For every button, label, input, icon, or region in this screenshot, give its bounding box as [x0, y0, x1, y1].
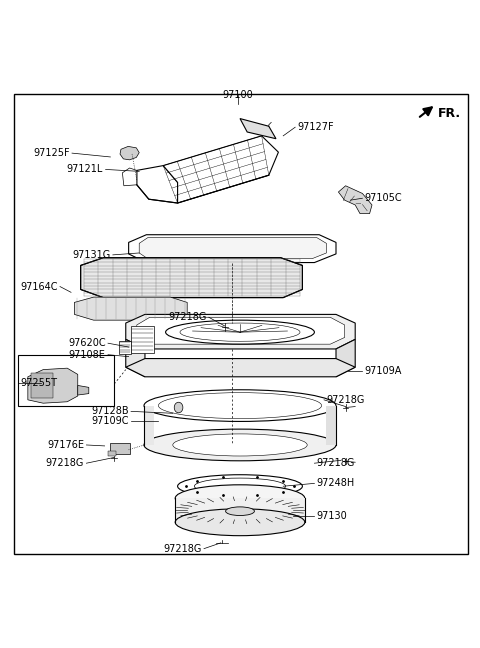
Ellipse shape [144, 389, 336, 421]
Text: 97620C: 97620C [68, 338, 106, 348]
Text: 97131G: 97131G [72, 250, 110, 260]
Ellipse shape [194, 478, 286, 494]
Polygon shape [74, 297, 187, 320]
Polygon shape [163, 136, 278, 203]
Bar [18, 355, 114, 406]
Ellipse shape [173, 434, 307, 456]
Polygon shape [120, 146, 139, 160]
Bar [175, 498, 305, 522]
Bar [110, 443, 130, 454]
Text: 97218G: 97218G [326, 395, 365, 405]
Text: 97127F: 97127F [298, 122, 334, 132]
Text: 97176E: 97176E [47, 440, 84, 450]
Text: 97218G: 97218G [163, 544, 202, 553]
Ellipse shape [226, 507, 254, 516]
Ellipse shape [175, 509, 305, 536]
Text: 97108E: 97108E [69, 350, 106, 360]
Polygon shape [137, 166, 178, 203]
Text: FR.: FR. [438, 108, 461, 121]
Bar [31, 373, 53, 399]
Text: 97218G: 97218G [317, 458, 355, 469]
Polygon shape [137, 318, 345, 344]
Text: 97164C: 97164C [20, 282, 58, 292]
Polygon shape [28, 368, 78, 403]
Ellipse shape [158, 393, 322, 419]
Polygon shape [338, 186, 372, 214]
Bar [108, 451, 116, 456]
Text: 97109A: 97109A [365, 366, 402, 376]
Polygon shape [139, 238, 326, 259]
Polygon shape [131, 327, 154, 353]
Ellipse shape [144, 429, 336, 461]
Bar [144, 406, 154, 445]
Polygon shape [122, 168, 137, 186]
Text: 97100: 97100 [222, 89, 253, 100]
Polygon shape [119, 341, 131, 354]
Polygon shape [126, 340, 145, 376]
Ellipse shape [175, 485, 305, 512]
Text: 97218G: 97218G [168, 312, 206, 322]
Bar [326, 406, 336, 445]
Polygon shape [129, 235, 336, 262]
Polygon shape [240, 119, 276, 139]
Text: 97105C: 97105C [365, 193, 402, 203]
Text: 97128B: 97128B [91, 406, 129, 417]
Ellipse shape [178, 475, 302, 498]
Text: 97218G: 97218G [46, 458, 84, 469]
Polygon shape [126, 358, 355, 376]
Polygon shape [78, 386, 89, 395]
Text: 97121L: 97121L [67, 165, 103, 174]
Polygon shape [81, 258, 302, 297]
Text: 97255T: 97255T [20, 378, 57, 388]
Ellipse shape [174, 402, 183, 413]
Text: 97130: 97130 [317, 511, 348, 521]
Polygon shape [126, 314, 355, 349]
Text: 97248H: 97248H [317, 478, 355, 489]
Polygon shape [336, 340, 355, 376]
Text: 97109C: 97109C [91, 416, 129, 426]
Text: 97125F: 97125F [33, 148, 70, 158]
